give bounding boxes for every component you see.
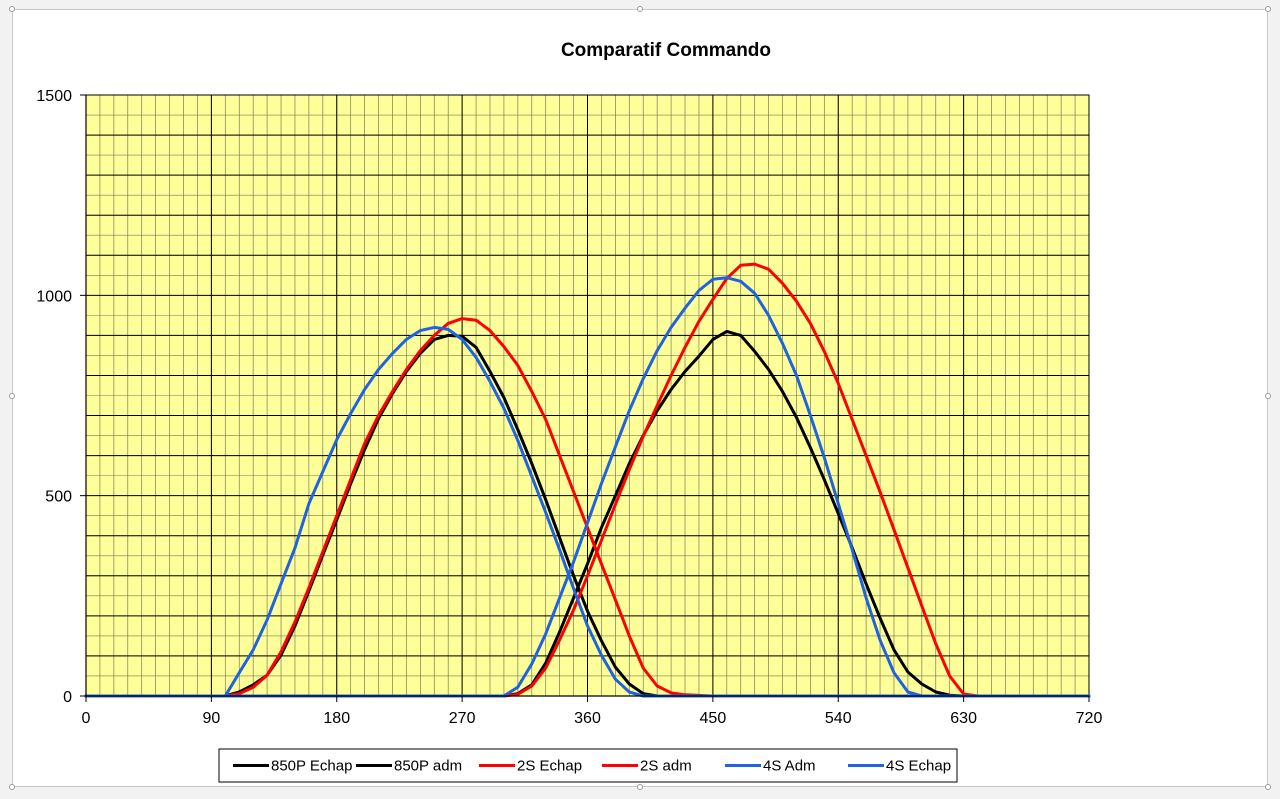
resize-handle-bottom-left[interactable] — [9, 784, 15, 790]
x-tick-label: 360 — [574, 710, 601, 727]
series-layer — [84, 262, 1091, 698]
x-tick-label: 540 — [825, 710, 852, 727]
resize-handle-left[interactable] — [9, 393, 15, 399]
resize-handle-bottom-right[interactable] — [1265, 784, 1271, 790]
x-tick-label: 90 — [202, 710, 220, 727]
legend-label-3: 2S Echap — [517, 758, 582, 775]
series-line-4 — [84, 262, 1091, 698]
axes-layer: 0 90 180 270 360 450 540 630 720 0 500 1000 1500 — [36, 88, 1102, 727]
y-tick-label: 500 — [45, 489, 72, 506]
x-tick-label: 450 — [700, 710, 727, 727]
major-gridlines — [85, 94, 1090, 697]
resize-handle-top[interactable] — [637, 6, 643, 12]
series-line-6 — [84, 276, 1091, 698]
legend-box — [218, 748, 958, 783]
legend-label-6: 4S Echap — [886, 758, 951, 775]
y-tick-label: 1000 — [36, 288, 72, 305]
y-tick-label: 0 — [63, 689, 72, 706]
resize-handle-bottom[interactable] — [637, 784, 643, 790]
x-tick-label: 270 — [449, 710, 476, 727]
series-line-5 — [209, 325, 1091, 698]
legend-label-2: 850P adm — [394, 758, 462, 775]
resize-handle-top-left[interactable] — [9, 6, 15, 12]
y-tick-label: 1500 — [36, 88, 72, 105]
x-tick-label: 180 — [323, 710, 350, 727]
x-tick-label: 630 — [950, 710, 977, 727]
legend-label-5: 4S Adm — [763, 758, 816, 775]
legend-label-1: 850P Echap — [271, 758, 352, 775]
legend-label-4: 2S adm — [640, 758, 692, 775]
series-line-3 — [223, 317, 1091, 698]
series-line-2 — [84, 329, 1091, 698]
legend[interactable]: 850P Echap 850P adm 2S Echap 2S adm 4S Adm 4S… — [218, 748, 958, 783]
resize-handle-top-right[interactable] — [1265, 6, 1271, 12]
resize-handle-right[interactable] — [1265, 393, 1271, 399]
chart-title: Comparatif Commando — [561, 40, 771, 61]
x-tick-label: 720 — [1076, 710, 1103, 727]
x-tick-label: 0 — [82, 710, 91, 727]
